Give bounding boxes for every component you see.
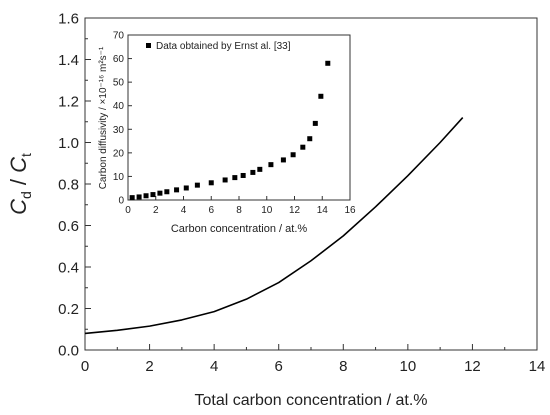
inset-data-point <box>300 144 306 150</box>
y-tick-label: 0 <box>118 196 124 207</box>
inset-data-point <box>136 194 142 200</box>
inset-data-point <box>164 189 170 195</box>
inset-data-point <box>280 157 286 163</box>
x-tick-label: 8 <box>236 205 242 216</box>
inset-data-point <box>257 166 263 172</box>
y-tick-label: 0.2 <box>58 301 79 318</box>
x-tick-label: 12 <box>464 358 481 375</box>
main-y-axis-title: Cd / Ct <box>6 153 34 215</box>
x-tick-label: 10 <box>261 205 273 216</box>
inset-data-point <box>222 177 228 183</box>
x-tick-label: 4 <box>210 358 218 375</box>
x-tick-label: 8 <box>339 358 347 375</box>
y-tick-label: 1.6 <box>58 10 79 27</box>
x-tick-label: 4 <box>181 205 187 216</box>
inset-data-point <box>232 175 238 181</box>
y-tick-label: 1.0 <box>58 135 79 152</box>
inset-data-point <box>174 187 180 193</box>
y-tick-label: 50 <box>113 78 125 89</box>
x-tick-label: 0 <box>81 358 89 375</box>
y-tick-label: 10 <box>113 172 125 183</box>
x-tick-label: 16 <box>344 205 356 216</box>
main-x-axis-title: Total carbon concentration / at.% <box>194 392 427 409</box>
inset-data-point <box>194 182 200 188</box>
inset-series <box>129 60 331 201</box>
y-tick-label: 60 <box>113 54 125 65</box>
main-ticks: 0 2 4 6 8 10 12 14 0.0 0.2 0.4 0.6 0.8 1.0 1.2 1.4 1.6 <box>58 10 545 375</box>
y-tick-label: 40 <box>113 101 125 112</box>
inset-data-point <box>183 185 189 191</box>
main-series <box>84 117 464 335</box>
x-tick-label: 14 <box>317 205 329 216</box>
inset-ticks: 0 2 4 6 8 10 12 14 16 0 10 20 30 40 50 60 70 <box>113 31 356 217</box>
y-tick-label: 1.2 <box>58 93 79 110</box>
x-tick-label: 10 <box>400 358 417 375</box>
inset-data-point <box>318 93 324 99</box>
inset-x-axis-title: Carbon concentration / at.% <box>171 223 308 235</box>
inset-data-point <box>240 172 246 178</box>
y-tick-label: 70 <box>113 31 125 42</box>
inset-legend-label: Data obtained by Ernst al. [33] <box>156 41 291 52</box>
y-tick-label: 30 <box>113 125 125 136</box>
inset-data-point <box>143 193 149 199</box>
inset-data-point <box>290 152 296 158</box>
x-tick-label: 12 <box>289 205 301 216</box>
inset-data-point <box>157 190 163 196</box>
inset-legend-marker <box>146 43 151 48</box>
x-tick-label: 6 <box>208 205 214 216</box>
x-tick-label: 14 <box>529 358 546 375</box>
y-tick-label: 0.6 <box>58 218 79 235</box>
y-tick-label: 20 <box>113 148 125 159</box>
inset-data-point <box>325 60 331 66</box>
x-tick-label: 6 <box>275 358 283 375</box>
inset-data-point <box>208 180 214 186</box>
inset-data-point <box>268 162 274 168</box>
inset-data-point <box>250 169 256 175</box>
inset-data-point <box>129 195 135 201</box>
x-tick-label: 2 <box>145 358 153 375</box>
x-tick-label: 0 <box>125 205 131 216</box>
inset-data-point <box>307 136 313 142</box>
x-tick-label: 2 <box>153 205 159 216</box>
y-tick-label: 0.4 <box>58 259 79 276</box>
y-tick-label: 1.4 <box>58 52 79 69</box>
inset-data-point <box>312 120 318 126</box>
main-series-line <box>84 117 464 335</box>
inset-data-point <box>150 192 156 198</box>
y-tick-label: 0.8 <box>58 176 79 193</box>
inset-y-axis-title: Carbon diffusivity / ×10⁻¹⁶ m²s⁻¹ <box>98 46 109 189</box>
inset-plot-frame <box>127 34 351 201</box>
y-tick-label: 0.0 <box>58 342 79 359</box>
